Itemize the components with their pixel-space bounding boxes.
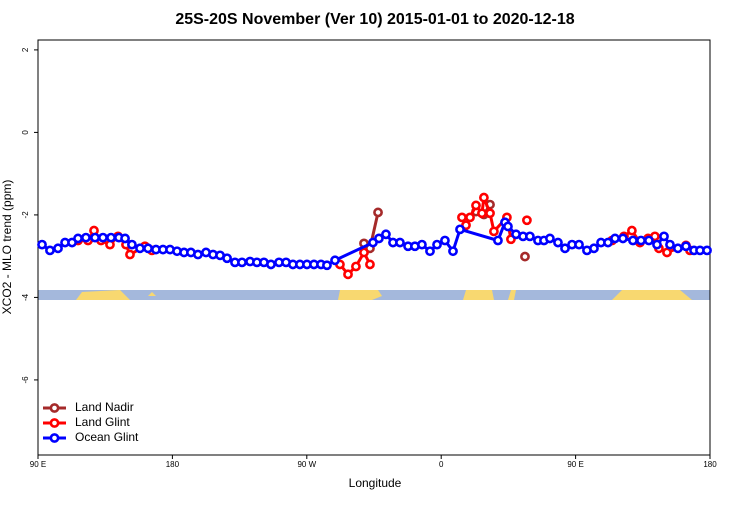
chart-title: 25S-20S November (Ver 10) 2015-01-01 to …: [175, 11, 574, 28]
point: [73, 233, 83, 244]
point: [37, 239, 47, 250]
point: [493, 235, 503, 246]
point: [520, 251, 530, 262]
point: [503, 221, 513, 232]
y-axis-label: XCO2 - MLO trend (ppm): [0, 180, 14, 315]
point: [485, 208, 495, 219]
point: [659, 231, 669, 242]
point: [545, 233, 555, 244]
point: [266, 259, 276, 270]
point: [373, 207, 383, 218]
point: [330, 255, 340, 266]
point: [106, 232, 116, 243]
point: [465, 212, 475, 223]
point: [425, 246, 435, 257]
point: [359, 247, 369, 258]
point: [522, 215, 532, 226]
x-tick-label: 180: [703, 460, 717, 469]
point: [457, 212, 467, 223]
y-tick-label: -4: [21, 293, 30, 301]
legend-label: Land Glint: [75, 415, 130, 429]
point: [636, 235, 646, 246]
point: [193, 249, 203, 260]
point: [618, 233, 628, 244]
x-tick-label: 90 E: [567, 460, 583, 469]
x-tick-label: 90 W: [297, 460, 316, 469]
y-tick-label: 0: [21, 130, 30, 135]
point: [681, 241, 691, 252]
x-axis-label: Longitude: [349, 476, 402, 490]
point: [322, 260, 332, 271]
point: [81, 232, 91, 243]
land-ocean-strip: [38, 290, 710, 300]
x-tick-label: 0: [439, 460, 444, 469]
y-tick-label: 2: [21, 47, 30, 52]
point: [626, 225, 637, 236]
point: [222, 253, 232, 264]
legend-marker: [49, 403, 60, 413]
x-tick-label: 90 E: [30, 460, 46, 469]
legend-label: Ocean Glint: [75, 430, 139, 444]
legend-marker: [49, 418, 60, 428]
point: [610, 233, 620, 244]
x-tick-label: 180: [166, 460, 180, 469]
point: [652, 239, 662, 250]
point: [628, 235, 638, 246]
point: [395, 237, 405, 248]
point: [603, 237, 613, 248]
point: [417, 239, 427, 250]
point: [45, 245, 55, 256]
point: [479, 192, 489, 203]
point: [237, 257, 247, 268]
point: [125, 249, 135, 260]
point: [560, 243, 570, 254]
point: [702, 245, 712, 256]
legend-marker: [49, 433, 60, 443]
y-tick-label: -2: [21, 211, 30, 219]
point: [351, 261, 361, 272]
point: [448, 246, 458, 257]
point: [120, 233, 130, 244]
point: [90, 232, 100, 243]
point: [143, 243, 153, 254]
point: [455, 224, 465, 235]
point: [374, 233, 384, 244]
point: [489, 226, 499, 237]
point: [53, 243, 63, 254]
point: [440, 235, 450, 246]
point: [525, 231, 535, 242]
legend-label: Land Nadir: [75, 400, 134, 414]
point: [365, 259, 375, 270]
point: [662, 247, 672, 258]
point: [98, 232, 108, 243]
point: [672, 243, 683, 254]
point: [574, 239, 584, 250]
point: [553, 237, 563, 248]
point: [135, 243, 145, 254]
point: [665, 239, 675, 250]
y-tick-label: -6: [21, 376, 30, 384]
point: [343, 269, 353, 280]
point: [644, 235, 654, 246]
point: [589, 243, 599, 254]
point: [471, 200, 481, 211]
point: [381, 229, 391, 240]
point: [477, 208, 487, 219]
point: [432, 239, 442, 250]
point: [127, 239, 137, 250]
